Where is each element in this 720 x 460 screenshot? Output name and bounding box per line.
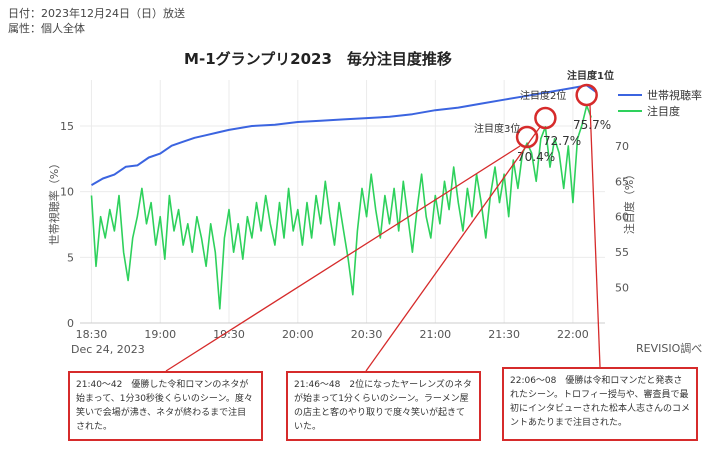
y-left-tick-label: 15 xyxy=(60,120,74,133)
series-layer xyxy=(90,84,597,310)
annotation-circle xyxy=(575,83,598,107)
y-right-tick-label: 50 xyxy=(615,282,629,295)
x-tick-label: 18:30 xyxy=(76,328,108,341)
y-left-tick-label: 10 xyxy=(60,186,74,199)
legend-label: 世帯視聴率 xyxy=(647,88,702,102)
note-box-rank3: 21:40～42 優勝した令和ロマンのネタが始まって、1分30秒後くらいのシーン… xyxy=(68,371,263,441)
annotation-circle xyxy=(515,125,539,149)
x-tick-label: 20:00 xyxy=(282,328,314,341)
annotation-circle xyxy=(534,106,557,130)
grid xyxy=(80,80,605,324)
annotation-connector xyxy=(589,104,601,368)
annotation-connector xyxy=(165,145,521,372)
annotation-value-label: 70.4% xyxy=(517,150,555,164)
axes: 18:30 19:00 19:30 20:00 20:30 21:00 21:30 22:00… xyxy=(47,120,636,341)
header-meta: 日付：2023年12月24日（日）放送 属性：個人全体 xyxy=(8,6,185,36)
y-left-axis-title: 世帯視聴率（%） xyxy=(47,158,61,245)
audience-attribute: 属性：個人全体 xyxy=(8,22,85,35)
y-right-tick-label: 55 xyxy=(615,246,629,259)
annotation-rank-label: 注目度2位 xyxy=(520,89,566,102)
annotation-value-label: 75.7% xyxy=(573,118,611,132)
x-tick-label: 21:00 xyxy=(419,328,451,341)
annotation-connector xyxy=(365,126,541,372)
x-tick-label: 22:00 xyxy=(557,328,589,341)
x-tick-label: 19:30 xyxy=(213,328,245,341)
y-right-tick-label: 65 xyxy=(615,175,629,188)
y-right-tick-label: 60 xyxy=(615,211,629,224)
date-label: Dec 24, 2023 xyxy=(71,343,145,356)
x-tick-label: 20:30 xyxy=(351,328,383,341)
y-right-axis-title: 注目度（%） xyxy=(622,169,636,234)
broadcast-date: 日付：2023年12月24日（日）放送 xyxy=(8,7,185,20)
y-left-tick-label: 0 xyxy=(67,317,74,330)
note-box-rank2: 21:46～48 2位になったヤーレンズのネタが始まって1分くらいのシーン。ラー… xyxy=(286,371,481,441)
annotation-rank-label: 注目度1位 xyxy=(567,69,614,82)
household-rating-line xyxy=(90,84,597,186)
y-left-tick-label: 5 xyxy=(67,251,74,264)
chart-title: M-1グランプリ2023 毎分注目度推移 xyxy=(184,50,452,68)
annotation-value-label: 72.7% xyxy=(543,134,581,148)
annotation-rank-label: 注目度3位 xyxy=(474,122,520,135)
y-right-tick-label: 70 xyxy=(615,140,629,153)
legend-label: 注目度 xyxy=(647,104,680,118)
x-tick-label: 19:00 xyxy=(144,328,176,341)
x-tick-label: 21:30 xyxy=(488,328,520,341)
annotations-layer: 注目度3位 70.4% 注目度2位 72.7% 注目度1位 75.7% xyxy=(165,69,614,372)
note-box-rank1: 22:06～08 優勝は令和ロマンだと発表されたシーン。トロフィー授与や、審査員… xyxy=(502,367,698,441)
attention-line xyxy=(90,104,592,310)
source-credit: REVISIO調べ xyxy=(636,341,702,355)
